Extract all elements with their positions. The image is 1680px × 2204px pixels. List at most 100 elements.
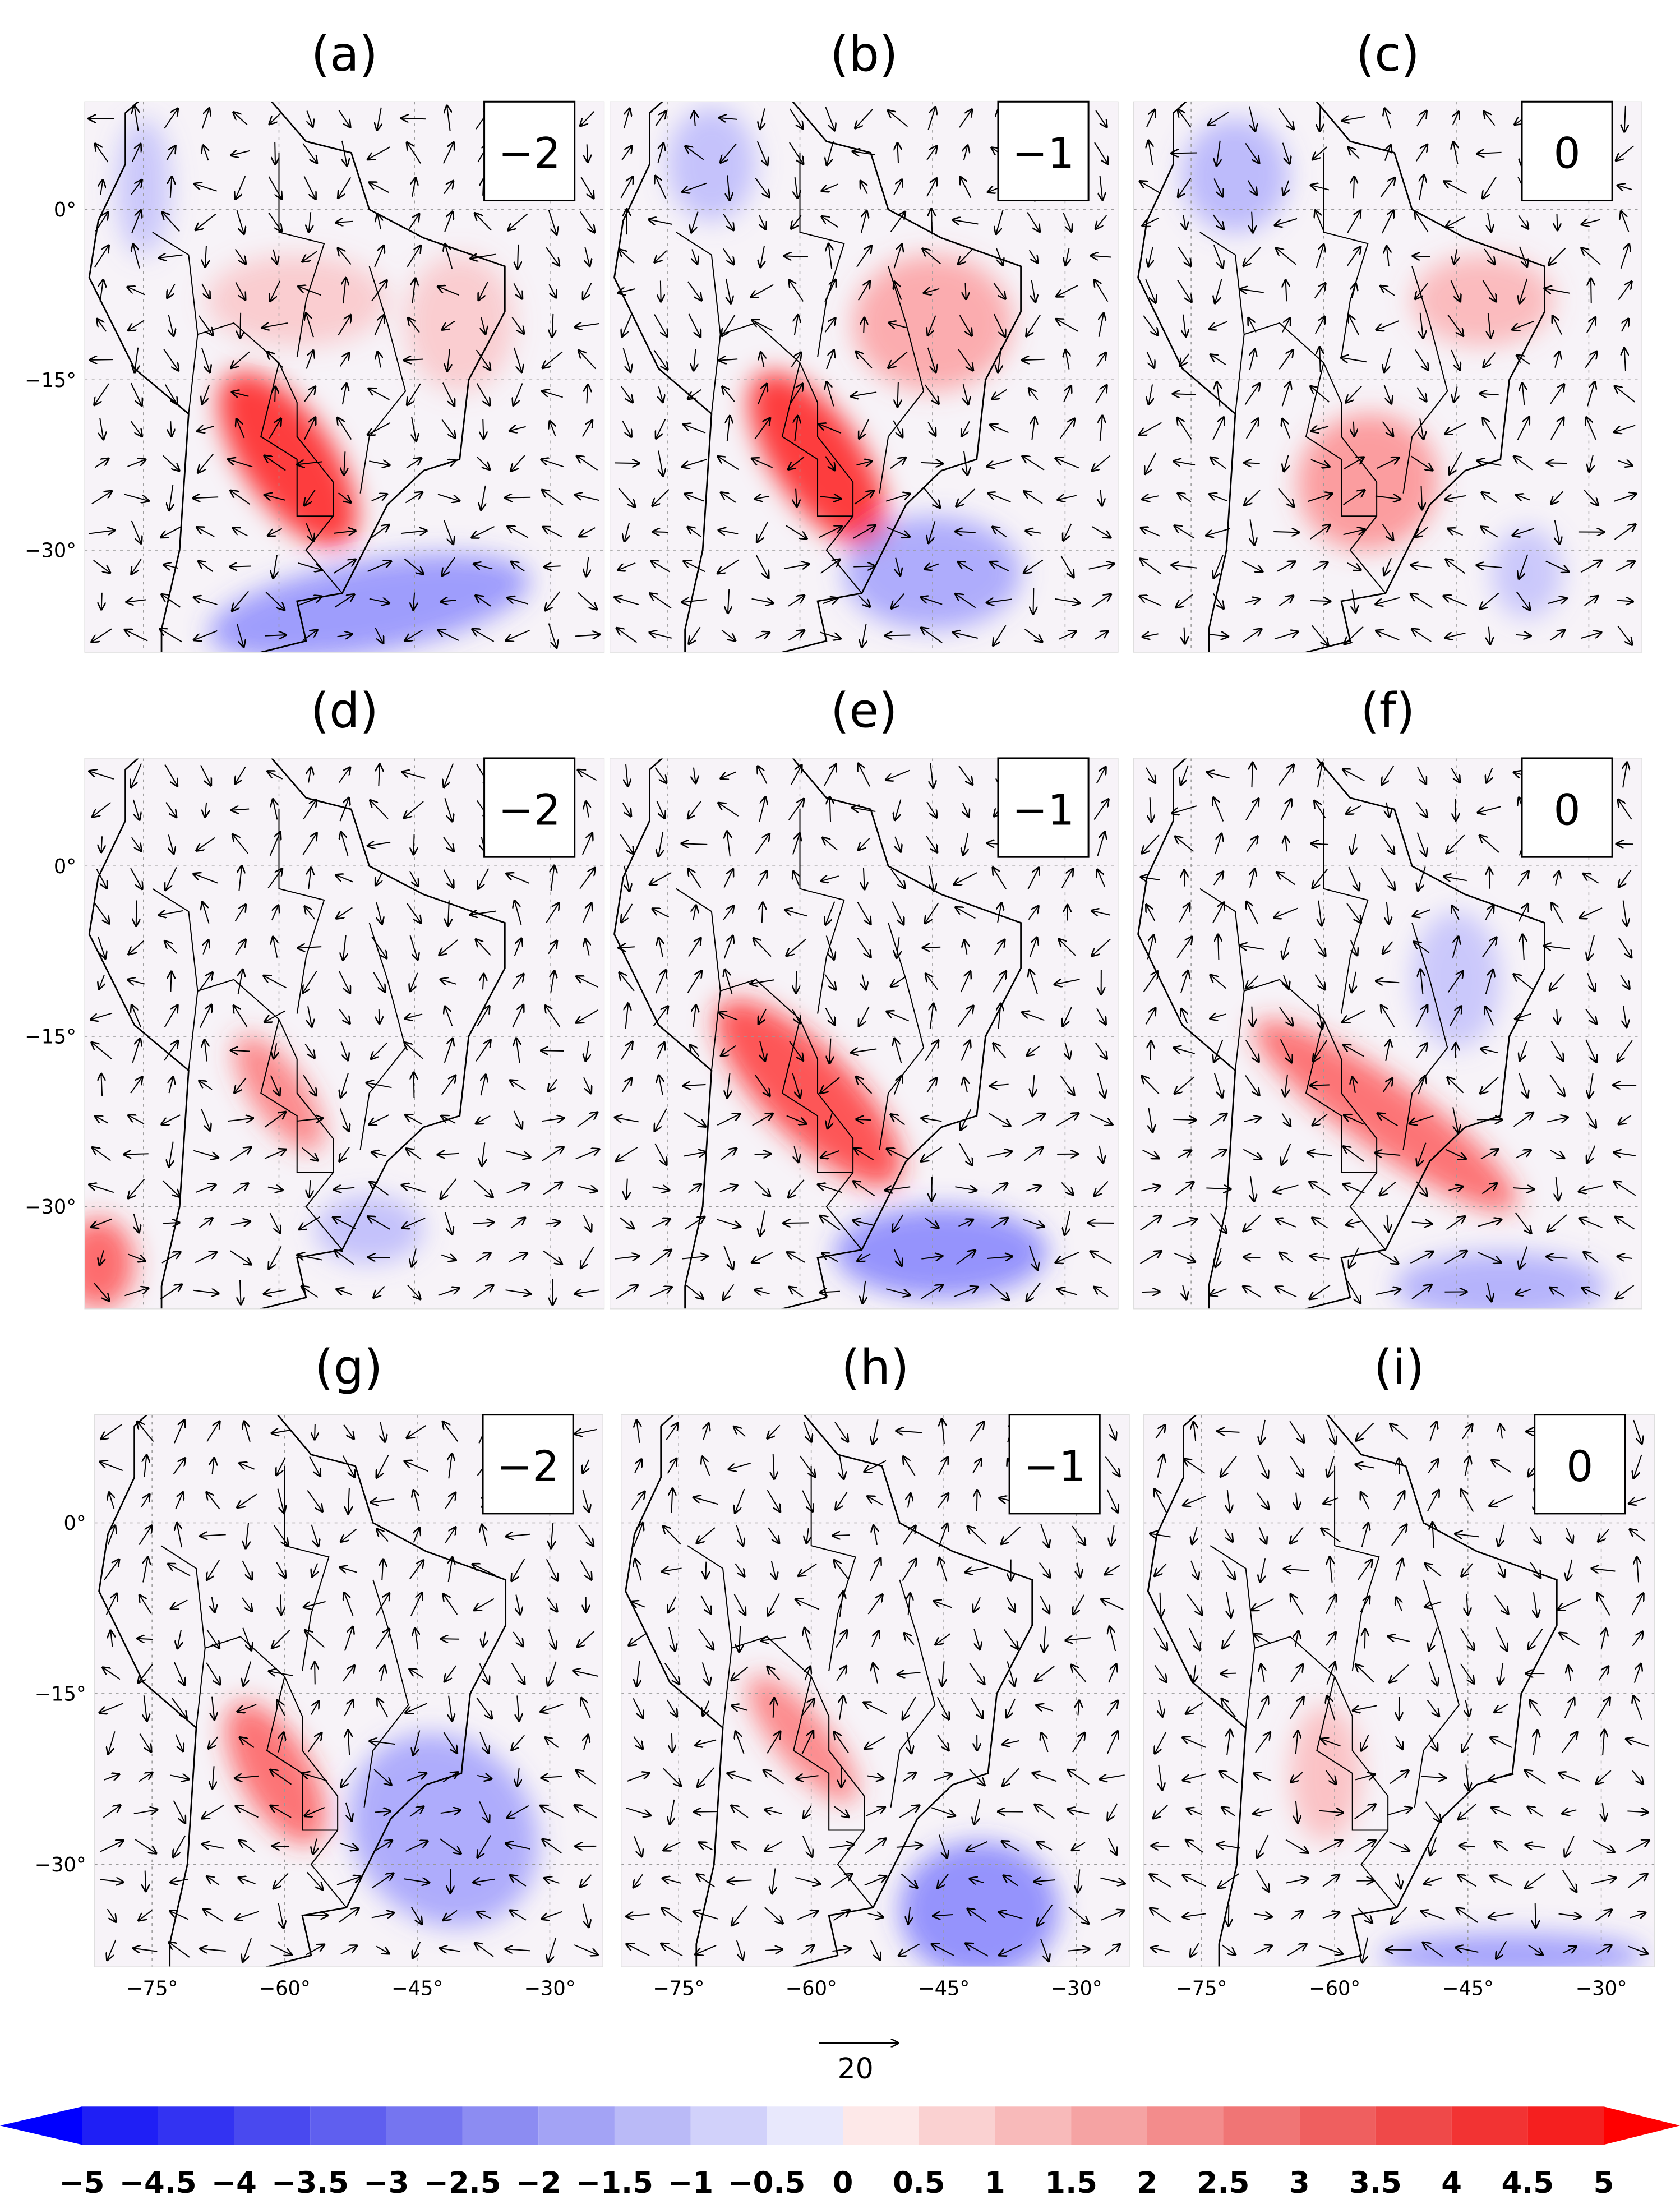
y-tick-label: 0° bbox=[54, 855, 76, 878]
colorbar-label: −4.5 bbox=[119, 2166, 197, 2200]
wind-vector bbox=[474, 564, 493, 569]
wind-vector bbox=[368, 422, 391, 435]
wind-vector bbox=[401, 118, 426, 119]
wind-vector bbox=[369, 389, 390, 400]
wind-vector bbox=[511, 455, 525, 471]
wind-vector bbox=[682, 600, 708, 602]
wind-vector bbox=[928, 315, 936, 335]
colorbar-label: 2 bbox=[1137, 2166, 1157, 2200]
wind-vector bbox=[892, 593, 905, 608]
wind-vector bbox=[1217, 140, 1220, 165]
coastline bbox=[613, 102, 1022, 653]
wind-vector bbox=[620, 177, 633, 199]
wind-vector bbox=[721, 629, 735, 640]
wind-vector bbox=[444, 181, 453, 195]
wind-vector bbox=[622, 347, 630, 371]
wind-vector bbox=[1376, 458, 1399, 469]
wind-vector bbox=[862, 624, 866, 647]
anomaly-shading bbox=[206, 255, 387, 346]
wind-vector bbox=[1092, 455, 1111, 471]
colorbar-label: 0.5 bbox=[893, 2166, 945, 2200]
colorbar-box bbox=[386, 2106, 463, 2145]
wind-vector bbox=[1063, 523, 1072, 540]
wind-vector bbox=[412, 178, 416, 197]
wind-vector bbox=[622, 313, 633, 336]
wind-vector bbox=[304, 387, 315, 402]
wind-vector bbox=[788, 630, 804, 641]
wind-vector bbox=[552, 313, 553, 336]
lag-label: 0 bbox=[1554, 129, 1581, 178]
wind-vector bbox=[1029, 389, 1039, 400]
wind-vector bbox=[1060, 555, 1073, 577]
wind-vector bbox=[1091, 256, 1111, 257]
colorbar-label: 0 bbox=[833, 2166, 853, 2200]
wind-vector bbox=[1310, 601, 1330, 602]
wind-vector bbox=[684, 561, 706, 573]
wind-vector bbox=[369, 599, 389, 603]
wind-vector bbox=[334, 531, 355, 533]
wind-vector bbox=[921, 628, 943, 643]
wind-vector bbox=[993, 625, 1007, 645]
wind-vector bbox=[406, 458, 421, 469]
wind-vector bbox=[100, 418, 103, 439]
wind-vector bbox=[264, 635, 285, 636]
wind-vector bbox=[90, 359, 113, 360]
wind-vector bbox=[655, 250, 667, 262]
wind-vector bbox=[237, 419, 245, 439]
wind-vector bbox=[855, 109, 873, 128]
wind-vector bbox=[338, 418, 352, 440]
x-tick-label: −30° bbox=[1576, 1977, 1627, 2000]
wind-vector bbox=[131, 211, 141, 234]
wind-vector bbox=[788, 142, 803, 164]
lag-label: −2 bbox=[498, 785, 560, 834]
colorbar-extend-high bbox=[1604, 2106, 1680, 2145]
wind-vector bbox=[1100, 490, 1102, 505]
wind-vector bbox=[476, 349, 490, 370]
wind-vector bbox=[335, 594, 354, 608]
wind-vector bbox=[623, 109, 630, 129]
wind-vector bbox=[619, 289, 636, 293]
wind-vector bbox=[1099, 313, 1104, 337]
colorbar-label: 1 bbox=[985, 2166, 1005, 2200]
wind-vector bbox=[963, 384, 968, 404]
wind-vector bbox=[829, 244, 832, 269]
wind-vector bbox=[1349, 316, 1360, 335]
wind-vector bbox=[303, 176, 315, 199]
wind-vector bbox=[1349, 147, 1360, 159]
wind-vector bbox=[1100, 416, 1102, 441]
wind-vector bbox=[447, 106, 450, 131]
coastline bbox=[88, 102, 506, 653]
wind-vector bbox=[1214, 555, 1224, 578]
colorbar-box bbox=[538, 2106, 615, 2145]
wind-vector bbox=[889, 351, 908, 367]
colorbar-box bbox=[1223, 2106, 1300, 2145]
wind-vector bbox=[404, 359, 424, 361]
wind-vector bbox=[587, 144, 588, 162]
wind-vector bbox=[586, 556, 588, 576]
wind-vector bbox=[1320, 106, 1321, 131]
wind-vector bbox=[1063, 212, 1071, 231]
wind-vector bbox=[1282, 142, 1290, 163]
wind-vector bbox=[993, 313, 1005, 336]
wind-vector bbox=[841, 1767, 842, 1787]
wind-vector bbox=[1095, 110, 1106, 127]
wind-vector bbox=[689, 626, 701, 643]
anomaly-shading bbox=[1182, 118, 1289, 233]
lag-label: −1 bbox=[1012, 785, 1074, 834]
wind-vector bbox=[135, 107, 139, 131]
wind-vector bbox=[1241, 289, 1264, 293]
wind-vector bbox=[344, 451, 345, 474]
anomaly-shading bbox=[405, 255, 514, 391]
map-panel: 0 (c) bbox=[1133, 27, 1642, 653]
wind-vector bbox=[859, 418, 870, 438]
wind-vector bbox=[1178, 418, 1192, 440]
panel-label: (f) bbox=[1360, 684, 1415, 739]
wind-vector bbox=[194, 630, 218, 640]
wind-vector bbox=[931, 1177, 932, 1200]
wind-vector bbox=[685, 494, 705, 502]
wind-vector bbox=[412, 416, 416, 440]
border bbox=[1244, 322, 1386, 594]
wind-vector bbox=[622, 420, 631, 436]
wind-vector bbox=[369, 525, 389, 540]
